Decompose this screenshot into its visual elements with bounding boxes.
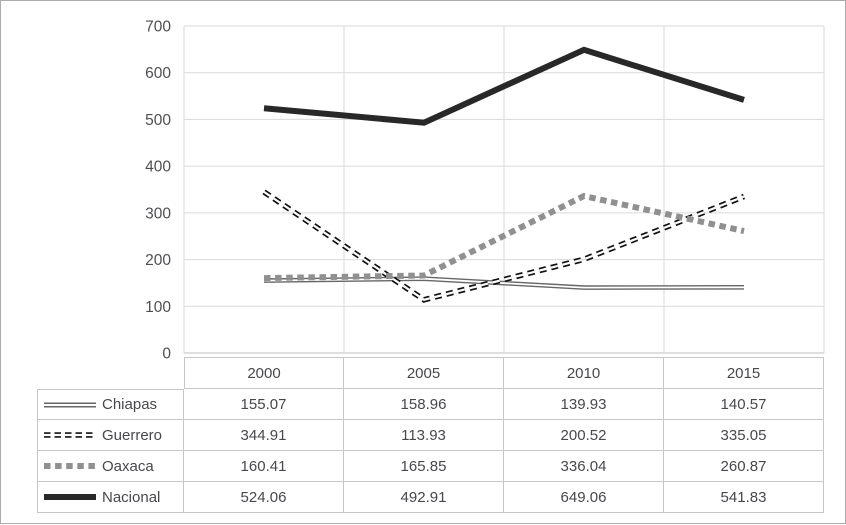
value-cell-oaxaca: 165.85: [344, 451, 504, 482]
chart-data-table: 2000 2005 2010 2015 Chiapas 155.07 158.96 139.9…: [37, 357, 824, 513]
series-line-nacional: [263, 46, 745, 126]
y-axis-tick-label: 0: [162, 346, 171, 363]
value-cell-nacional: 492.91: [344, 482, 504, 513]
double-solid-legend-line-icon: [44, 402, 96, 407]
value-cell-oaxaca: 260.87: [664, 451, 824, 482]
value-cell-chiapas: 140.57: [664, 389, 824, 420]
double-dash-legend-line-icon: [44, 432, 96, 438]
y-axis-tick-label: 400: [145, 159, 171, 176]
year-header-cell: 2010: [504, 357, 664, 389]
legend-cell-chiapas: Chiapas: [37, 389, 184, 420]
y-axis-tick-label: 200: [145, 252, 171, 269]
value-cell-oaxaca: 160.41: [184, 451, 344, 482]
value-cell-guerrero: 113.93: [344, 420, 504, 451]
year-header-cell: 2000: [184, 357, 344, 389]
legend-series-label: Nacional: [102, 488, 161, 506]
value-cell-oaxaca: 336.04: [504, 451, 664, 482]
series-line-gap: [263, 190, 745, 301]
y-axis-tick-label: 700: [145, 19, 171, 36]
legend-cell-guerrero: Guerrero: [37, 420, 184, 451]
value-cell-guerrero: 200.52: [504, 420, 664, 451]
square-dot-legend-line-icon: [44, 463, 96, 469]
value-cell-guerrero: 335.05: [664, 420, 824, 451]
value-cell-nacional: 649.06: [504, 482, 664, 513]
series-line-oaxaca: [263, 192, 745, 282]
y-axis-tick-label: 600: [145, 65, 171, 82]
value-cell-chiapas: 155.07: [184, 389, 344, 420]
value-cell-chiapas: 158.96: [344, 389, 504, 420]
y-axis-tick-label: 100: [145, 299, 171, 316]
legend-cell-nacional: Nacional: [37, 482, 184, 513]
year-header-cell: 2015: [664, 357, 824, 389]
legend-series-label: Oaxaca: [102, 457, 154, 475]
value-cell-chiapas: 139.93: [504, 389, 664, 420]
value-cell-nacional: 524.06: [184, 482, 344, 513]
y-axis-tick-label: 500: [145, 112, 171, 129]
thick-solid-legend-line-icon: [44, 494, 96, 500]
table-corner-spacer: [37, 357, 184, 389]
legend-series-label: Chiapas: [102, 396, 158, 413]
legend-cell-oaxaca: Oaxaca: [37, 451, 184, 482]
value-cell-guerrero: 344.91: [184, 420, 344, 451]
legend-series-label: Guerrero: [102, 426, 163, 444]
value-cell-nacional: 541.83: [664, 482, 824, 513]
year-header-cell: 2005: [344, 357, 504, 389]
y-axis-tick-label: 300: [145, 205, 171, 222]
